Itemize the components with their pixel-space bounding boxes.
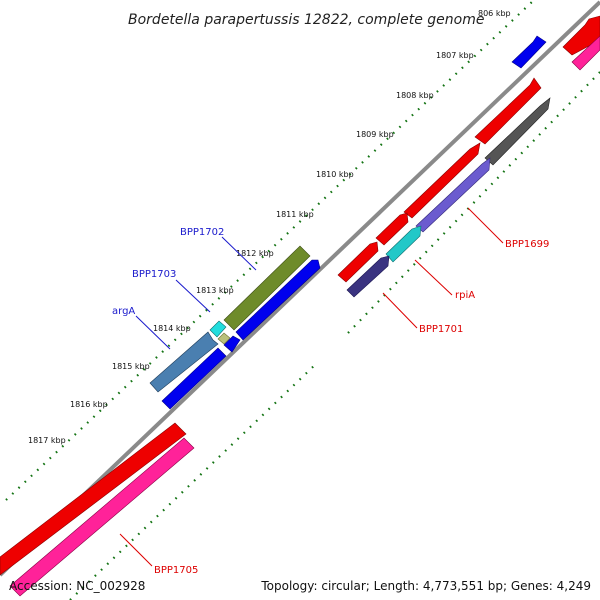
tick-label: 1815 kbp <box>112 362 150 371</box>
gene-arrow <box>346 255 390 298</box>
gene-arrow <box>223 245 311 331</box>
gene-arrow <box>484 97 551 166</box>
inner-dotted-ring-upper <box>347 71 600 334</box>
tick-label: 1811 kbp <box>276 210 314 219</box>
gene-arrow <box>571 35 600 71</box>
gene-arrow <box>0 422 187 576</box>
genome-title: Bordetella parapertussis 12822, complete… <box>128 12 484 28</box>
outer-dotted-ring <box>5 0 535 501</box>
gene-arrow <box>217 332 231 345</box>
gene-arrow <box>385 225 422 263</box>
tick-label: 1812 kbp <box>236 249 274 258</box>
tick-label: 1813 kbp <box>196 286 234 295</box>
leader-line <box>119 533 153 567</box>
gene-label: BPP1703 <box>132 269 176 280</box>
leader-line <box>382 292 418 329</box>
gene-arrow <box>562 15 600 56</box>
gene-arrow <box>235 259 321 341</box>
leader-line <box>467 207 504 244</box>
accession-text: Accession: NC_002928 <box>9 579 146 593</box>
genome-backbone <box>0 0 600 577</box>
gene-arrow <box>375 212 409 246</box>
gene-arrow <box>474 77 542 145</box>
tick-label: 1814 kbp <box>153 324 191 333</box>
tick-label: 1816 kbp <box>70 400 108 409</box>
gene-arrow <box>161 347 227 410</box>
tick-label: 1808 kbp <box>396 91 434 100</box>
gene-arrow <box>415 157 491 233</box>
leader-line <box>135 315 171 350</box>
leader-line <box>175 279 211 313</box>
gene-label: BPP1701 <box>419 324 463 335</box>
tick-label: 806 kbp <box>478 9 511 18</box>
gene-label: argA <box>112 306 135 317</box>
gene-arrow <box>403 142 481 219</box>
gene-label: rpiA <box>455 290 475 301</box>
tick-label: 1807 kbp <box>436 51 474 60</box>
gene-arrow <box>511 35 547 69</box>
tick-label: 1809 kbp <box>356 130 394 139</box>
leader-line <box>221 236 257 271</box>
gene-arrow <box>9 437 195 597</box>
gene-arrow <box>149 331 219 393</box>
genome-summary-text: Topology: circular; Length: 4,773,551 bp… <box>261 579 591 593</box>
gene-label: BPP1705 <box>154 565 198 576</box>
gene-arrow <box>223 335 241 353</box>
gene-arrow <box>337 241 379 283</box>
leader-line <box>414 259 453 296</box>
tick-label: 1817 kbp <box>28 436 66 445</box>
gene-arrow <box>209 320 227 338</box>
tick-label: 1810 kbp <box>316 170 354 179</box>
gene-label: BPP1702 <box>180 227 224 238</box>
gene-label: BPP1699 <box>505 239 549 250</box>
